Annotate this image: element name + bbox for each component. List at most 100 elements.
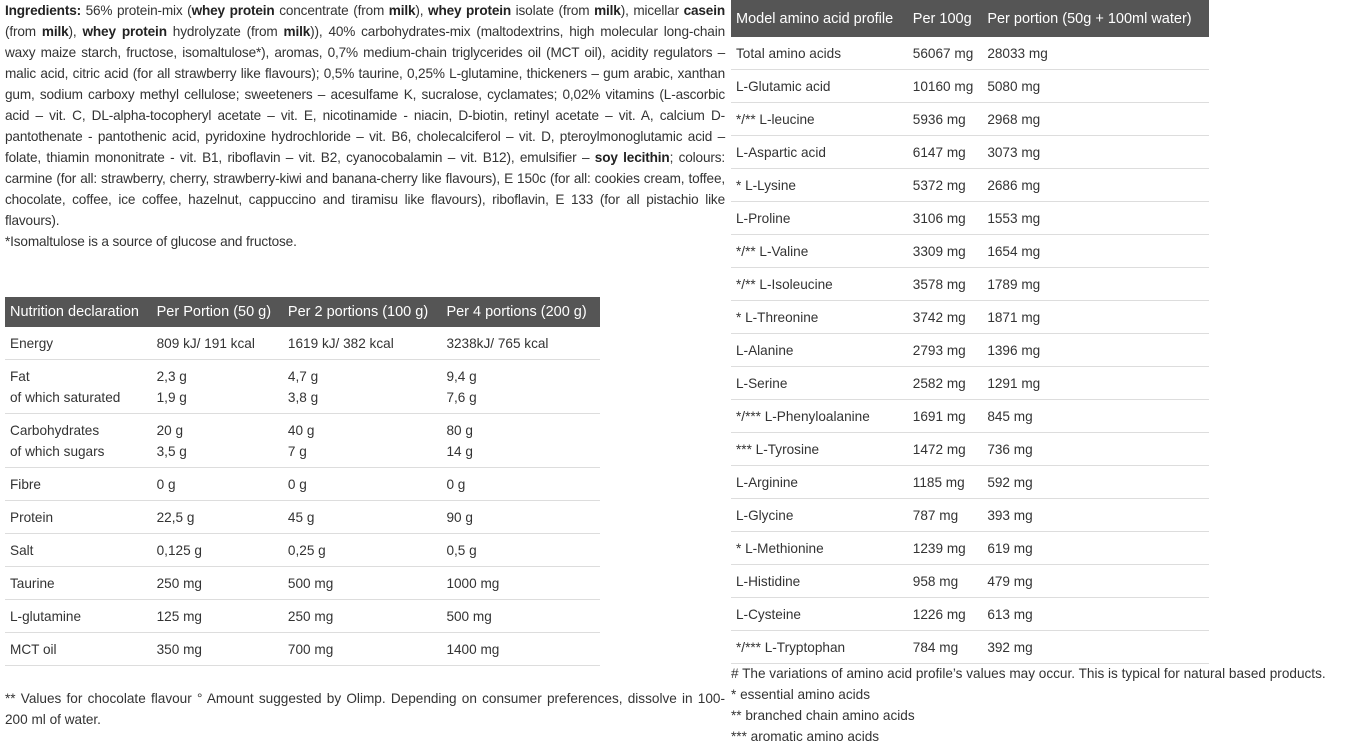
cell-line: 22,5 g <box>156 509 195 525</box>
nutrient-value: 500 mg <box>441 599 600 633</box>
table-header-row: Nutrition declaration Per Portion (50 g) P… <box>5 297 600 327</box>
table-row: L-Aspartic acid 6147 mg 3073 mg <box>731 135 1209 169</box>
table-row: Fibre 0 g 0 g 0 g <box>5 467 600 501</box>
ingredient-text: ), micellar <box>620 3 684 18</box>
amino-acid-value: 5372 mg <box>907 168 983 202</box>
cell-line: of which sugars <box>10 443 105 459</box>
ingredient-text: ), <box>415 3 429 18</box>
amino-acid-value: 845 mg <box>982 399 1209 433</box>
amino-acid-name: L-Aspartic acid <box>731 135 908 169</box>
cell-line: 45 g <box>287 509 315 525</box>
nutrient-value: 250 mg <box>282 599 442 633</box>
cell-line: 3238kJ/ 765 kcal <box>446 335 549 351</box>
cell-line: Fibre <box>10 476 41 492</box>
amino-acid-name: * L-Threonine <box>731 300 908 334</box>
amino-acid-name: L-Serine <box>731 366 908 400</box>
table-row: L-Serine 2582 mg 1291 mg <box>731 366 1209 400</box>
amino-acid-value: 1226 mg <box>907 597 983 631</box>
ingredient-allergen: whey protein <box>82 24 167 39</box>
amino-acid-value: 479 mg <box>982 564 1209 598</box>
column-header: Per 100g <box>907 0 983 37</box>
cell-line: 350 mg <box>156 641 202 657</box>
amino-acid-value: 3106 mg <box>907 201 983 235</box>
cell-line: Salt <box>10 542 34 558</box>
amino-acid-value: 592 mg <box>982 465 1209 499</box>
table-row: L-Glutamic acid 10160 mg 5080 mg <box>731 69 1209 103</box>
footnote-line: # The variations of amino acid profile’s… <box>731 666 1326 681</box>
amino-acid-value: 1691 mg <box>907 399 983 433</box>
nutrient-name: Protein <box>5 500 152 534</box>
amino-acid-name: L-Arginine <box>731 465 908 499</box>
amino-acid-value: 5080 mg <box>982 69 1209 103</box>
table-row: */** L-leucine 5936 mg 2968 mg <box>731 102 1209 136</box>
amino-acid-value: 958 mg <box>907 564 983 598</box>
amino-acid-name: L-Histidine <box>731 564 908 598</box>
amino-acid-value: 393 mg <box>982 498 1209 532</box>
table-row: Salt 0,125 g 0,25 g 0,5 g <box>5 533 600 567</box>
ingredient-allergen: soy lecithin <box>594 150 670 165</box>
amino-acid-value: 5936 mg <box>907 102 983 136</box>
ingredient-allergen: casein <box>683 3 726 18</box>
ingredient-text: hydrolyzate (from <box>166 24 284 39</box>
amino-acid-value: 392 mg <box>982 630 1209 664</box>
nutrient-value: 700 mg <box>282 632 442 666</box>
amino-acid-name: */*** L-Phenyloalanine <box>731 399 908 433</box>
cell-line: L-glutamine <box>10 608 82 624</box>
amino-acid-value: 736 mg <box>982 432 1209 466</box>
cell-line: Taurine <box>10 575 55 591</box>
cell-line: 0,5 g <box>446 542 477 558</box>
cell-line: Carbohydrates <box>10 422 100 438</box>
ingredients-body: Ingredients: 56% protein-mix ( whey prote… <box>5 3 725 228</box>
nutrient-value: 125 mg <box>151 599 283 633</box>
nutrient-value: 0,125 g <box>151 533 283 567</box>
cell-line: 1400 mg <box>446 641 500 657</box>
amino-acid-value: 2582 mg <box>907 366 983 400</box>
nutrient-value: 20 g 3,5 g <box>151 413 283 468</box>
nutrient-name: MCT oil <box>5 632 152 666</box>
nutrient-name: L-glutamine <box>5 599 152 633</box>
cell-line: 1000 mg <box>446 575 500 591</box>
cell-line: 0 g <box>287 476 307 492</box>
amino-acid-name: */** L-leucine <box>731 102 908 136</box>
table-row: L-Proline 3106 mg 1553 mg <box>731 201 1209 235</box>
amino-acid-name: */*** L-Tryptophan <box>731 630 908 664</box>
table-row: MCT oil 350 mg 700 mg 1400 mg <box>5 632 600 666</box>
footnote-line: * essential amino acids <box>731 687 871 702</box>
nutrient-value: 22,5 g <box>151 500 283 534</box>
amino-acid-value: 28033 mg <box>982 37 1209 70</box>
amino-acid-profile-table: Model amino acid profile Per 100g Per port… <box>731 0 1209 664</box>
table-row: L-Histidine 958 mg 479 mg <box>731 564 1209 598</box>
cell-line: 4,7 g <box>287 368 319 384</box>
cell-line: 9,4 g <box>446 368 477 384</box>
amino-acid-name: L-Cysteine <box>731 597 908 631</box>
nutrient-value: 500 mg <box>282 566 442 600</box>
nutrient-value: 80 g 14 g <box>441 413 600 468</box>
cell-line: Protein <box>10 509 54 525</box>
footnote-line: ** branched chain amino acids <box>731 708 915 723</box>
nutrition-declaration-table: Nutrition declaration Per Portion (50 g) P… <box>5 297 600 666</box>
nutrient-value: 40 g 7 g <box>282 413 442 468</box>
table-row: * L-Methionine 1239 mg 619 mg <box>731 531 1209 565</box>
nutrient-name: Fibre <box>5 467 152 501</box>
nutrient-value: 809 kJ/ 191 kcal <box>151 327 283 360</box>
amino-acid-value: 1239 mg <box>907 531 983 565</box>
ingredient-allergen: Ingredients: <box>5 3 81 18</box>
amino-acid-name: */** L-Valine <box>731 234 908 268</box>
amino-acid-value: 1291 mg <box>982 366 1209 400</box>
nutrient-value: 0,25 g <box>282 533 442 567</box>
amino-acid-value: 1185 mg <box>907 465 983 499</box>
column-header: Per 4 portions (200 g) <box>441 297 600 327</box>
ingredient-text: 56% protein-mix ( <box>81 3 192 18</box>
nutrient-value: 4,7 g 3,8 g <box>282 359 442 414</box>
table-row: *** L-Tyrosine 1472 mg 736 mg <box>731 432 1209 466</box>
table-row: Protein 22,5 g 45 g 90 g <box>5 500 600 534</box>
cell-line: 14 g <box>446 443 473 459</box>
table-row: */** L-Valine 3309 mg 1654 mg <box>731 234 1209 268</box>
column-header: Per portion (50g + 100ml water) <box>982 0 1209 37</box>
table-row: Energy 809 kJ/ 191 kcal 1619 kJ/ 382 kcal 3… <box>5 327 600 360</box>
nutrient-value: 350 mg <box>151 632 283 666</box>
ingredient-text: (from <box>5 24 42 39</box>
nutrient-value: 0,5 g <box>441 533 600 567</box>
table-row: */*** L-Phenyloalanine 1691 mg 845 mg <box>731 399 1209 433</box>
nutrient-value: 45 g <box>282 500 442 534</box>
